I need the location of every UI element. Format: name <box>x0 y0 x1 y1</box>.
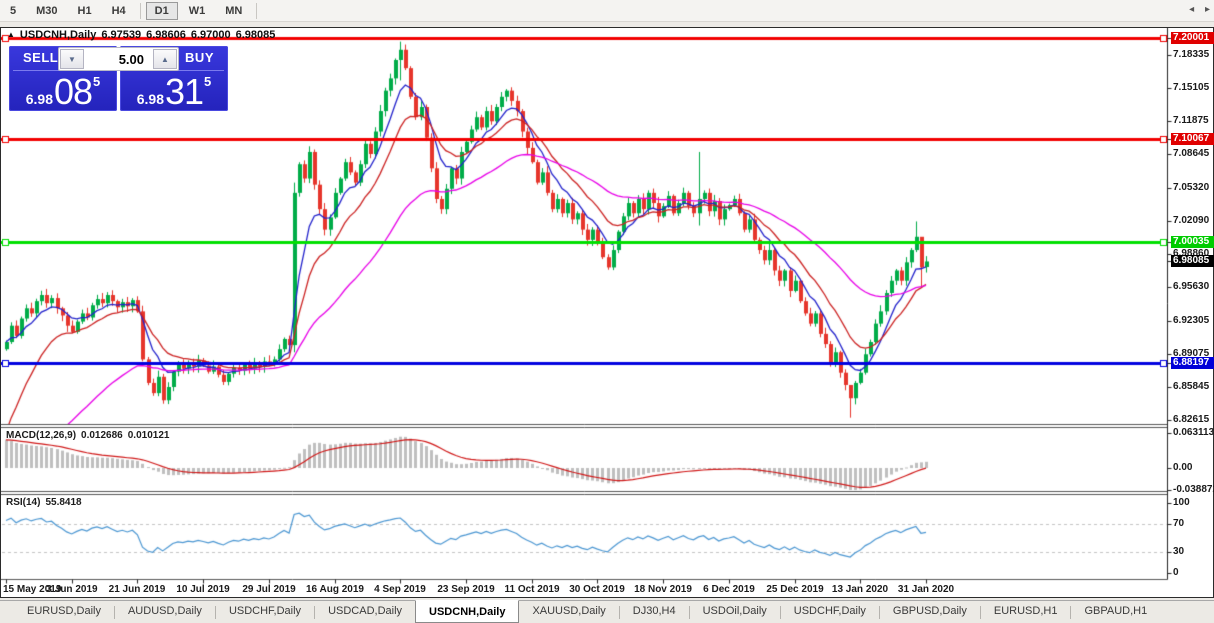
date-label: 4 Sep 2019 <box>374 584 426 595</box>
chart-window: ▲ USDCNH,Daily 6.97539 6.98606 6.97000 6.9808… <box>0 27 1214 598</box>
timeframe-button-w1[interactable]: W1 <box>188 4 206 17</box>
chart-tab-eurusd-h1[interactable]: EURUSD,H1 <box>993 605 1058 617</box>
date-label: 31 Jan 2020 <box>897 584 955 595</box>
price-tick-label: 6.98860 <box>1173 248 1210 259</box>
timeframe-button-h1[interactable]: H1 <box>77 4 92 17</box>
tab-separator <box>113 606 115 619</box>
chart-tab-eurusd-daily[interactable]: EURUSD,Daily <box>27 605 101 617</box>
rsi-tick-label: 0 <box>1173 567 1179 578</box>
tab-scroll-right-icon[interactable]: ▸ <box>1204 4 1210 15</box>
chart-tab-usdchf-daily[interactable]: USDCHF,Daily <box>228 605 302 617</box>
rsi-tick-label: 70 <box>1173 518 1185 529</box>
date-label: 16 Aug 2019 <box>306 584 364 595</box>
tab-separator <box>878 606 880 619</box>
rsi-label: RSI(14) 55.8418 <box>6 497 82 508</box>
timeframe-button-m5[interactable]: 5 <box>10 4 17 17</box>
chart-expand-icon[interactable]: ▲ <box>7 30 15 39</box>
timeframe-toolbar: 5 M30 H1 H4 D1 W1 MN <box>0 0 1214 22</box>
timeframe-button-m30[interactable]: M30 <box>36 4 58 17</box>
timeframe-button-d1[interactable]: D1 <box>145 1 178 20</box>
date-label: 21 Jun 2019 <box>108 584 166 595</box>
price-tick-label: 6.82615 <box>1173 414 1210 425</box>
date-label: 29 Jul 2019 <box>242 584 296 595</box>
macd-tick-label: 0.00 <box>1173 462 1193 473</box>
chart-tab-dj30-h4[interactable]: DJ30,H4 <box>632 605 676 617</box>
date-label: 10 Jul 2019 <box>176 584 230 595</box>
ohlc-high: 6.98606 <box>146 29 186 41</box>
date-label: 13 Jan 2020 <box>831 584 889 595</box>
hline-price-label: 7.10067 <box>1171 133 1214 145</box>
sell-price: 6.98 08 5 <box>25 70 101 112</box>
rsi-tick-label: 30 <box>1173 546 1185 557</box>
macd-signal-value: 0.010121 <box>127 430 170 441</box>
tab-separator <box>979 606 981 619</box>
tab-scroll-arrows: ◂ ▸ <box>1181 4 1210 15</box>
date-label: 3 Jun 2019 <box>46 584 98 595</box>
date-label: 23 Sep 2019 <box>437 584 495 595</box>
tab-separator <box>688 606 690 619</box>
chart-tab-gbpusd-daily[interactable]: GBPUSD,Daily <box>892 605 967 617</box>
price-tick-label: 7.02090 <box>1173 215 1210 226</box>
hline-price-label: 7.20001 <box>1171 32 1214 44</box>
date-label: 25 Dec 2019 <box>766 584 824 595</box>
rsi-tick-label: 100 <box>1173 497 1190 508</box>
ohlc-low: 6.97000 <box>190 29 231 41</box>
current-price-label: 6.98085 <box>1171 255 1214 267</box>
buy-label: BUY <box>185 50 214 65</box>
date-label: 6 Dec 2019 <box>703 584 755 595</box>
price-tick-label: 6.92305 <box>1173 315 1210 326</box>
tab-separator <box>779 606 781 619</box>
chart-tab-audusd-daily[interactable]: AUDUSD,Daily <box>127 605 202 617</box>
chart-symbol-label: USDCNH,Daily <box>19 29 97 41</box>
price-tick-label: 7.11875 <box>1173 115 1209 126</box>
tab-scroll-left-icon[interactable]: ◂ <box>1189 4 1195 15</box>
price-tick-label: 6.95630 <box>1173 281 1210 292</box>
chart-tab-usdchf-daily[interactable]: USDCHF,Daily <box>793 605 866 617</box>
macd-tick-label: -0.038872 <box>1173 484 1214 495</box>
chart-tab-bar: EURUSD,Daily AUDUSD,Daily USDCHF,Daily USDC… <box>0 600 1214 623</box>
timeframe-button-mn[interactable]: MN <box>225 4 243 17</box>
ohlc-close: 6.98085 <box>235 29 276 41</box>
chart-tab-usdcnh-daily[interactable]: USDCNH,Daily <box>415 600 520 623</box>
chart-tab-xauusd-daily[interactable]: XAUUSD,Daily <box>532 605 606 617</box>
tab-separator <box>214 606 216 619</box>
volume-decrement-button[interactable]: ▼ <box>60 49 84 69</box>
volume-increment-button[interactable]: ▲ <box>153 49 177 69</box>
macd-tick-label: 0.063113 <box>1173 427 1214 438</box>
buy-price: 6.98 31 5 <box>136 70 212 112</box>
macd-label: MACD(12,26,9) 0.012686 0.010121 <box>6 430 170 441</box>
chart-tab-usdoil-daily[interactable]: USDOil,Daily <box>702 605 767 617</box>
chart-title: ▲ USDCNH,Daily 6.97539 6.98606 6.97000 6.9808… <box>7 29 275 41</box>
chart-canvas[interactable] <box>1 28 1213 597</box>
toolbar-separator <box>139 2 141 19</box>
price-tick-label: 7.15105 <box>1173 82 1210 93</box>
volume-spinner: ▼ 5.00 ▲ <box>58 47 179 71</box>
chart-tab-usdcad-daily[interactable]: USDCAD,Daily <box>328 605 403 617</box>
hline-price-label: 6.88197 <box>1171 357 1214 369</box>
price-tick-label: 7.05320 <box>1173 182 1210 193</box>
date-label: 11 Oct 2019 <box>504 584 560 595</box>
chart-tab-gbpaud-h1[interactable]: GBPAUD,H1 <box>1084 605 1148 617</box>
tab-separator <box>618 606 620 619</box>
date-label: 18 Nov 2019 <box>634 584 692 595</box>
hline-price-label: 7.00035 <box>1171 236 1214 248</box>
price-tick-label: 6.89075 <box>1173 348 1210 359</box>
ohlc-open: 6.97539 <box>101 29 142 41</box>
date-label: 15 May 2019 <box>3 584 62 595</box>
price-tick-label: 7.08645 <box>1173 148 1210 159</box>
toolbar-separator <box>256 2 258 19</box>
sell-label: SELL <box>23 50 59 65</box>
tab-separator <box>314 606 316 619</box>
tab-separator <box>1070 606 1072 619</box>
one-click-trading-panel: SELL 6.98 08 5 BUY 6.98 31 5 ▼ 5.00 ▲ <box>9 46 228 112</box>
volume-input[interactable]: 5.00 <box>118 51 144 67</box>
macd-main-value: 0.012686 <box>81 430 123 441</box>
timeframe-button-h4[interactable]: H4 <box>111 4 126 17</box>
rsi-value: 55.8418 <box>45 497 82 508</box>
date-label: 30 Oct 2019 <box>569 584 625 595</box>
price-tick-label: 7.18335 <box>1173 49 1210 60</box>
price-tick-label: 6.85845 <box>1173 381 1210 392</box>
